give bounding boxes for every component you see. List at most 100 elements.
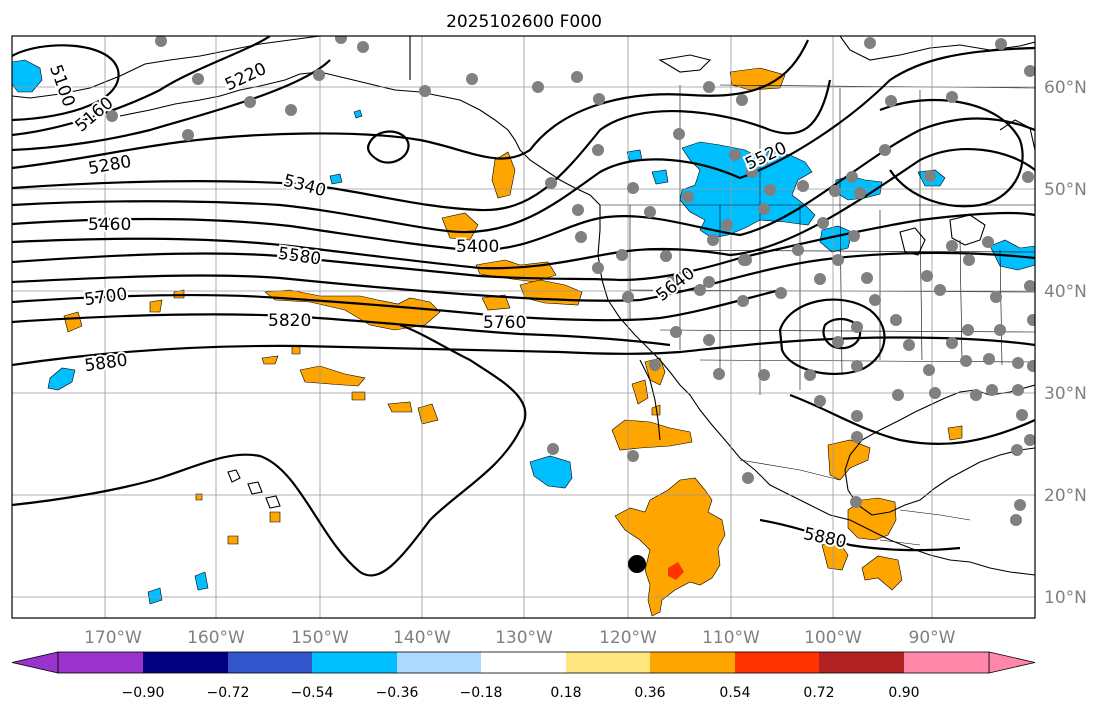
station-marker — [670, 326, 682, 338]
station-marker — [335, 36, 347, 44]
lat-tick: 40°N — [1044, 282, 1087, 302]
figure-title: 2025102600 F000 — [446, 12, 602, 32]
station-marker — [923, 364, 935, 376]
colorbar-tick-label: 0.90 — [888, 685, 919, 701]
station-marker — [1012, 357, 1024, 369]
station-marker — [721, 219, 733, 231]
station-marker — [703, 276, 715, 288]
station-marker — [929, 387, 941, 399]
colorbar-extend-high — [988, 651, 1036, 674]
lat-tick: 10°N — [1044, 588, 1087, 608]
station-marker — [707, 234, 719, 246]
lon-tick: 100°W — [804, 628, 862, 648]
station-marker — [846, 171, 858, 183]
station-marker — [547, 443, 559, 455]
station-marker — [737, 295, 749, 307]
station-marker — [814, 273, 826, 285]
station-marker — [1016, 409, 1028, 421]
lon-tick: 110°W — [702, 628, 760, 648]
colorbar-segment — [566, 652, 650, 673]
lat-tick: 60°N — [1044, 78, 1087, 98]
station-marker — [736, 94, 748, 106]
station-marker — [627, 450, 639, 462]
station-marker — [1010, 514, 1022, 526]
colorbar-tick-label: 0.36 — [634, 685, 665, 701]
lat-tick: 20°N — [1044, 486, 1087, 506]
station-marker — [192, 73, 204, 85]
station-marker — [885, 95, 897, 107]
lon-tick: 150°W — [291, 628, 349, 648]
colorbar-outline — [57, 651, 990, 674]
station-marker — [817, 217, 829, 229]
station-marker — [797, 180, 809, 192]
colorbar-ticks: −0.90 −0.72 −0.54 −0.36 −0.18 0.18 0.36 … — [122, 685, 920, 701]
station-marker — [924, 170, 936, 182]
colorbar-tick-label: −0.18 — [460, 685, 503, 701]
map-panel: 5100 5160 5220 5280 5340 5400 5460 5520 … — [11, 35, 1036, 619]
station-marker — [571, 71, 583, 83]
lat-tick: 50°N — [1044, 180, 1087, 200]
contour-label-5460: 5460 — [88, 215, 131, 235]
station-marker — [946, 91, 958, 103]
station-marker — [994, 324, 1006, 336]
station-marker — [864, 37, 876, 49]
station-marker — [934, 284, 946, 296]
lon-tick: 120°W — [599, 628, 657, 648]
station-marker — [848, 230, 860, 242]
positive-anomaly-regions — [63, 67, 963, 617]
station-marker — [851, 431, 863, 443]
station-marker — [244, 96, 256, 108]
colorbar-segment — [819, 652, 904, 673]
station-marker — [575, 231, 587, 243]
station-marker — [850, 496, 862, 508]
lat-tick: 30°N — [1044, 384, 1087, 404]
lon-tick: 90°W — [909, 628, 956, 648]
station-marker — [466, 73, 478, 85]
station-marker — [758, 369, 770, 381]
station-marker — [729, 149, 741, 161]
colorbar-segment — [904, 652, 989, 673]
coastlines — [12, 36, 1035, 576]
station-marker — [1011, 444, 1023, 456]
station-markers — [106, 36, 1035, 526]
station-marker — [740, 254, 752, 266]
station-marker — [313, 69, 325, 81]
station-marker — [1024, 280, 1035, 292]
station-marker — [592, 144, 604, 156]
station-marker — [627, 182, 639, 194]
latitude-ticks: 60°N 50°N 40°N 30°N 20°N 10°N — [1044, 78, 1087, 608]
station-marker — [703, 334, 715, 346]
station-marker — [962, 324, 974, 336]
colorbar-segment — [397, 652, 481, 673]
colorbar-segment — [481, 652, 566, 673]
station-marker — [832, 254, 844, 266]
longitude-ticks: 170°W 160°W 150°W 140°W 130°W 120°W 110°… — [84, 628, 956, 648]
station-marker — [764, 184, 776, 196]
station-marker — [829, 185, 841, 197]
colorbar-extend-low — [11, 651, 59, 674]
colorbar-tick-label: 0.72 — [803, 685, 834, 701]
station-marker — [357, 41, 369, 53]
station-marker — [622, 291, 634, 303]
lon-tick: 160°W — [187, 628, 245, 648]
colorbar-tick-label: −0.36 — [376, 685, 419, 701]
contour-label-5760: 5760 — [483, 313, 526, 333]
station-marker — [545, 177, 557, 189]
station-marker — [713, 368, 725, 380]
station-marker — [792, 244, 804, 256]
height-contours — [12, 36, 1035, 577]
station-marker — [703, 81, 715, 93]
lon-tick: 130°W — [495, 628, 553, 648]
graticule — [12, 36, 1035, 618]
colorbar-segment — [312, 652, 397, 673]
station-marker — [982, 236, 994, 248]
station-marker — [963, 254, 975, 266]
station-marker — [983, 353, 995, 365]
station-marker — [182, 129, 194, 141]
station-marker — [1022, 171, 1034, 183]
station-marker — [851, 360, 863, 372]
station-marker — [854, 187, 866, 199]
station-marker — [892, 389, 904, 401]
station-marker — [285, 104, 297, 116]
